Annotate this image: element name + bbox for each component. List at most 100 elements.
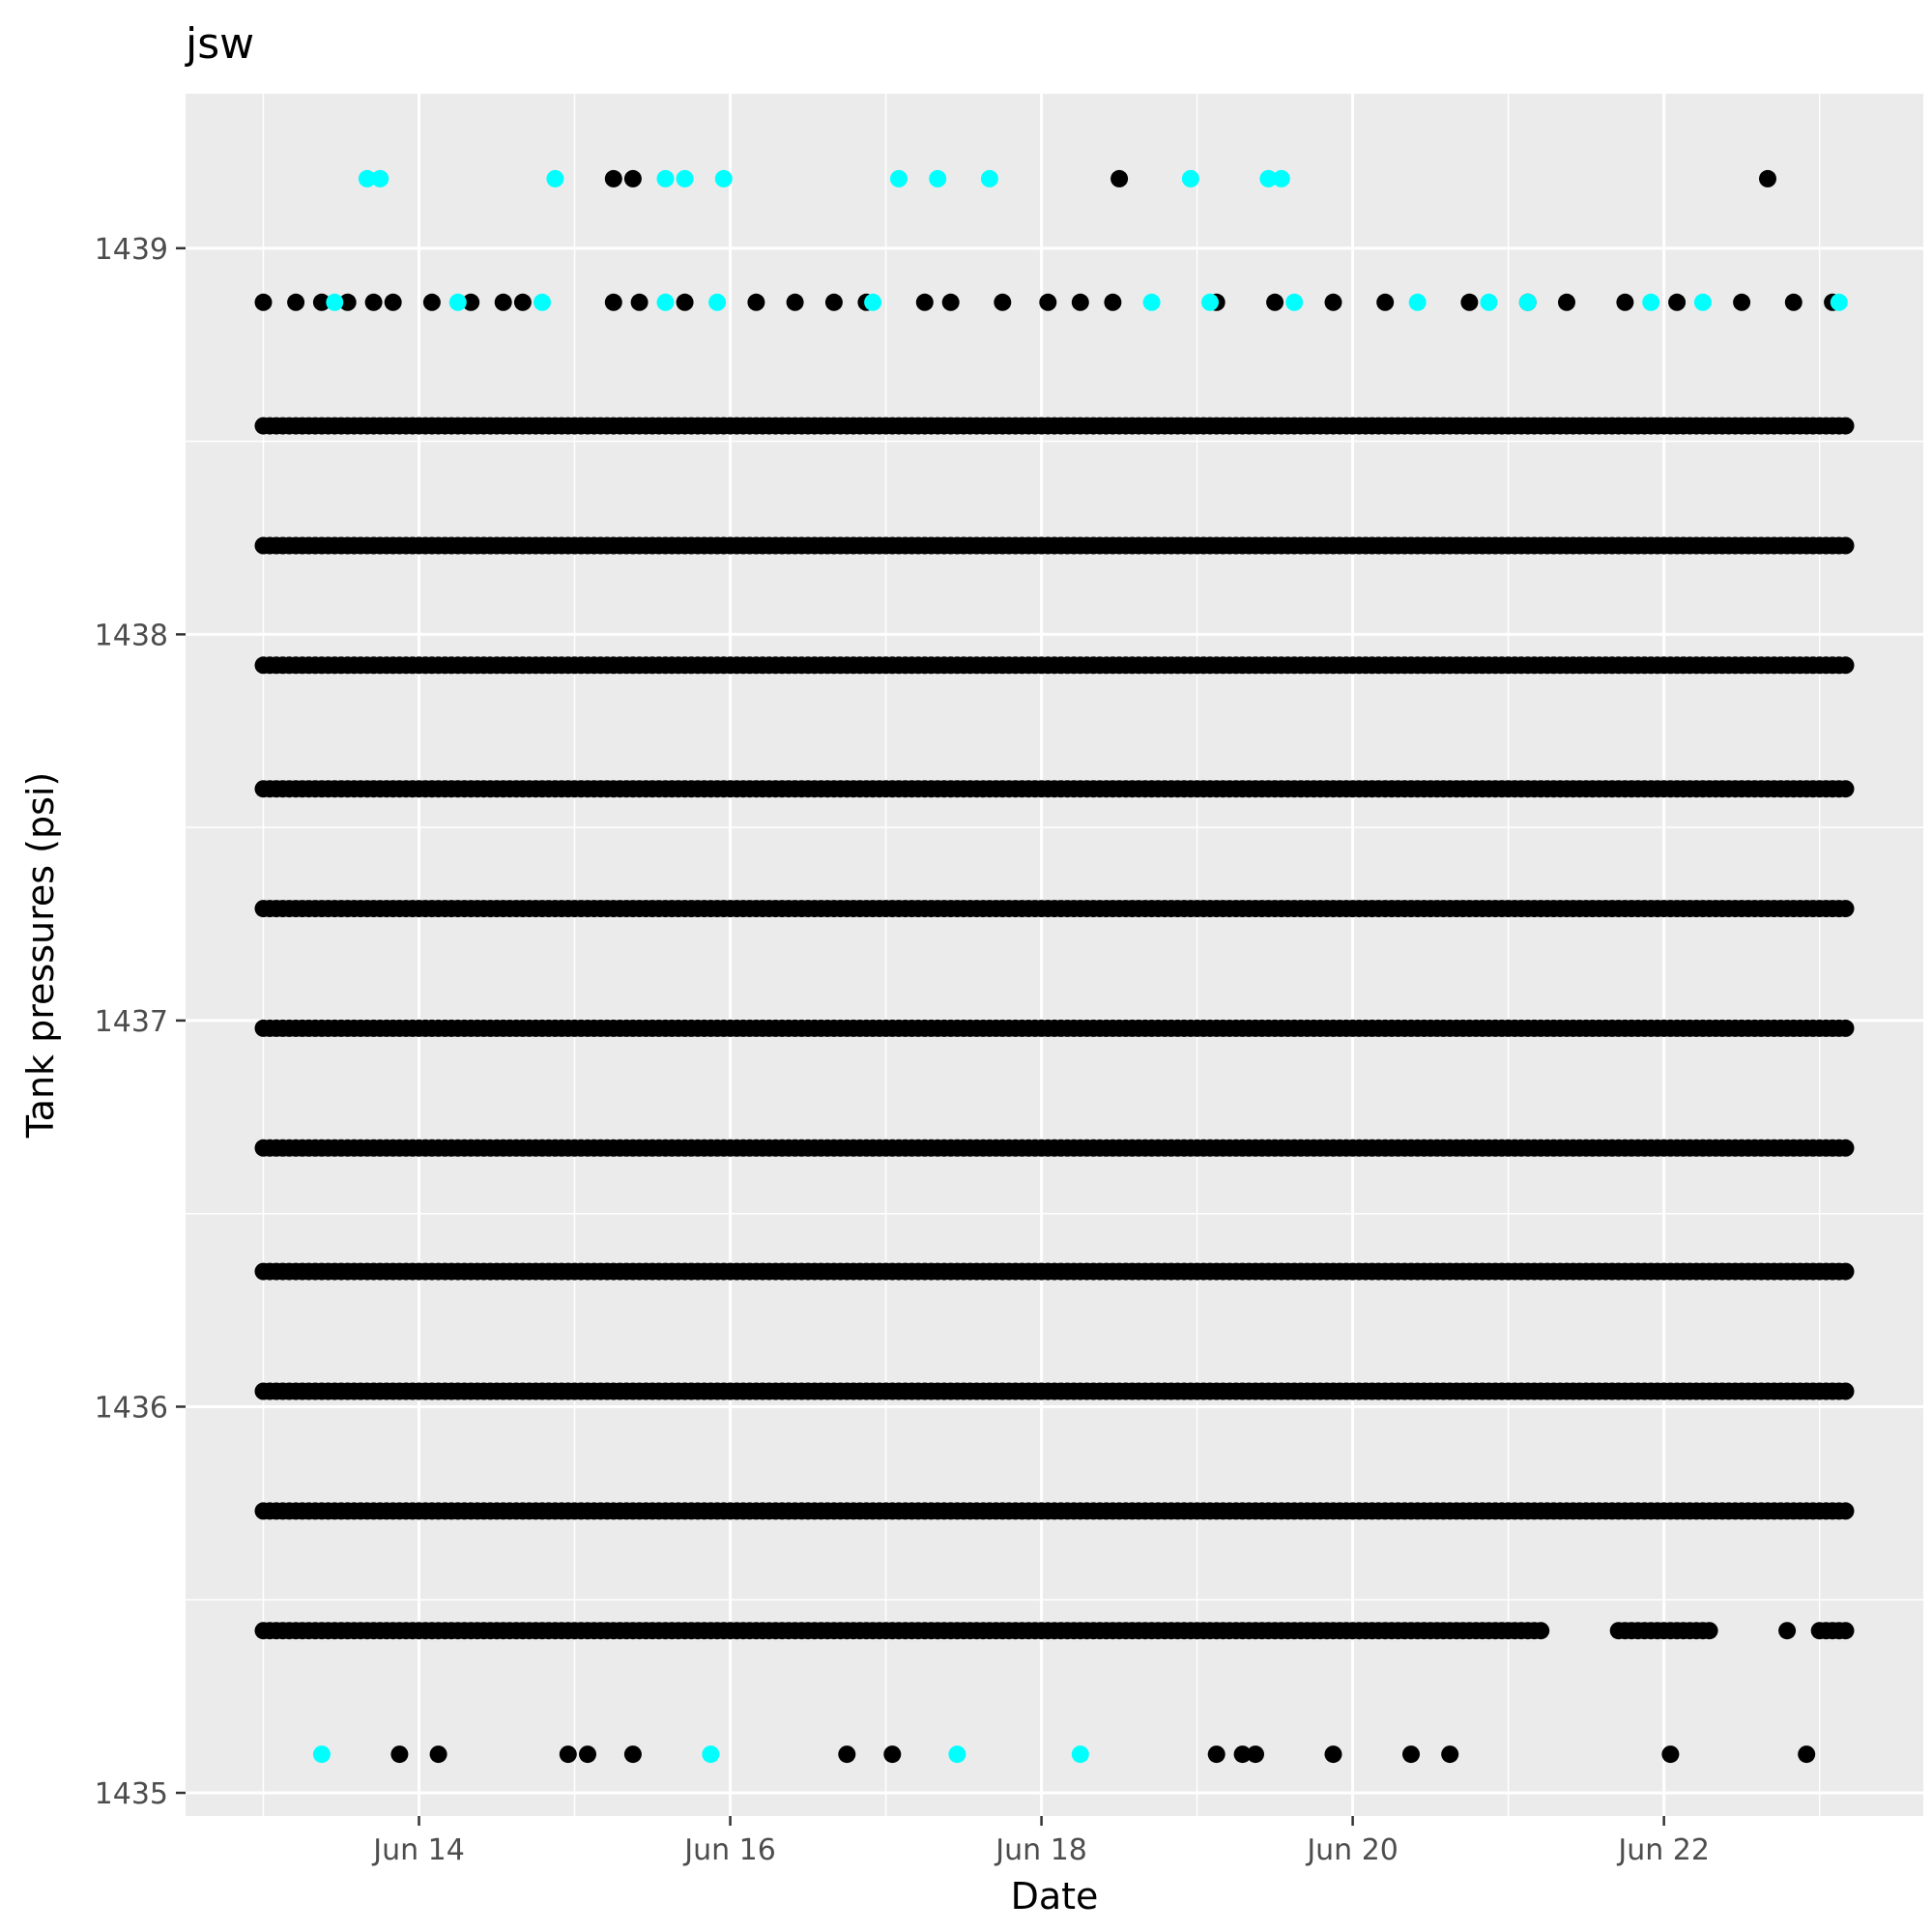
data-point [883, 1745, 902, 1764]
data-point [559, 1745, 577, 1764]
x-axis: Jun 14 Jun 16 Jun 18 Jun 20 Jun 22 [371, 1816, 1710, 1867]
data-point [1110, 169, 1129, 187]
data-point [1201, 293, 1219, 311]
y-tick-label: 1435 [95, 1777, 168, 1811]
x-tick-label: Jun 22 [1616, 1833, 1710, 1867]
data-point [1266, 293, 1284, 311]
data-point [1836, 1502, 1855, 1520]
data-point [390, 1745, 409, 1764]
data-point [1039, 293, 1057, 311]
data-point [714, 169, 733, 187]
data-point [1836, 1622, 1855, 1640]
data-point [656, 169, 675, 187]
data-point [579, 1745, 596, 1764]
data-point [371, 169, 389, 187]
x-tick-label: Jun 20 [1305, 1833, 1399, 1867]
data-point [623, 1745, 642, 1764]
data-point [1259, 169, 1278, 187]
data-point [623, 169, 642, 187]
data-point [546, 169, 564, 187]
data-point [1836, 1019, 1855, 1037]
data-point [824, 293, 843, 311]
data-point [1642, 293, 1660, 311]
data-point [929, 169, 947, 187]
data-point [1693, 293, 1712, 311]
data-point [1460, 293, 1479, 311]
data-point [1408, 293, 1427, 311]
data-point [1376, 293, 1395, 311]
data-point [1668, 293, 1687, 311]
data-point [630, 293, 649, 311]
data-point [338, 293, 357, 311]
data-point [1104, 293, 1122, 311]
x-axis-title: Date [1011, 1875, 1099, 1918]
data-point [747, 293, 765, 311]
data-point [604, 293, 622, 311]
data-point [1798, 1745, 1816, 1764]
x-tick-label: Jun 14 [371, 1833, 465, 1867]
data-point [1836, 780, 1855, 798]
data-point [1402, 1745, 1420, 1764]
data-point [1836, 417, 1855, 435]
data-point [287, 293, 305, 311]
data-point [1836, 900, 1855, 918]
data-point [462, 293, 480, 311]
y-axis-title: Tank pressures (psi) [19, 772, 62, 1139]
data-point [1247, 1745, 1264, 1764]
data-point [254, 293, 273, 311]
data-point [494, 293, 512, 311]
y-tick-label: 1438 [95, 619, 168, 652]
data-point [513, 293, 532, 311]
data-point [838, 1745, 856, 1764]
data-point [1285, 293, 1304, 311]
data-point [864, 293, 882, 311]
data-point [994, 293, 1012, 311]
data-points [254, 169, 1855, 1764]
data-point [1836, 1262, 1855, 1281]
data-point [1233, 1745, 1252, 1764]
data-point [1836, 1139, 1855, 1157]
data-point [448, 293, 467, 311]
data-point [656, 293, 675, 311]
y-tick-label: 1439 [95, 233, 168, 267]
plot-panel [186, 94, 1923, 1816]
data-point [326, 293, 344, 311]
data-point [312, 1745, 331, 1764]
data-point [429, 1745, 447, 1764]
data-point [1733, 293, 1751, 311]
data-point [312, 293, 331, 311]
minor-gridlines [186, 94, 1923, 1816]
data-point [1661, 1745, 1680, 1764]
data-point [1836, 1382, 1855, 1400]
data-point [1071, 293, 1089, 311]
data-point [1518, 293, 1537, 311]
data-point [786, 293, 804, 311]
data-point [1207, 1745, 1226, 1764]
data-point [604, 169, 622, 187]
chart-title: jsw [185, 19, 254, 69]
data-point [1558, 293, 1575, 311]
y-tick-label: 1437 [95, 1005, 168, 1039]
data-point [980, 169, 998, 187]
data-point [1778, 1622, 1797, 1640]
data-point [1071, 1745, 1089, 1764]
y-tick-label: 1436 [95, 1391, 168, 1425]
data-point [533, 293, 551, 311]
data-point [1830, 293, 1848, 311]
data-point [948, 1745, 966, 1764]
data-point [676, 169, 694, 187]
data-point [1181, 169, 1199, 187]
data-point [1324, 293, 1342, 311]
data-point [1324, 1745, 1342, 1764]
data-point [1759, 169, 1776, 187]
y-axis: 1435 1436 1437 1438 1439 [95, 233, 186, 1811]
data-point [1700, 1622, 1718, 1640]
data-point [1480, 293, 1498, 311]
x-tick-label: Jun 16 [682, 1833, 776, 1867]
data-point [1836, 656, 1855, 675]
data-point [890, 169, 908, 187]
data-point [422, 293, 441, 311]
data-point [1532, 1622, 1550, 1640]
data-point [1836, 536, 1855, 555]
